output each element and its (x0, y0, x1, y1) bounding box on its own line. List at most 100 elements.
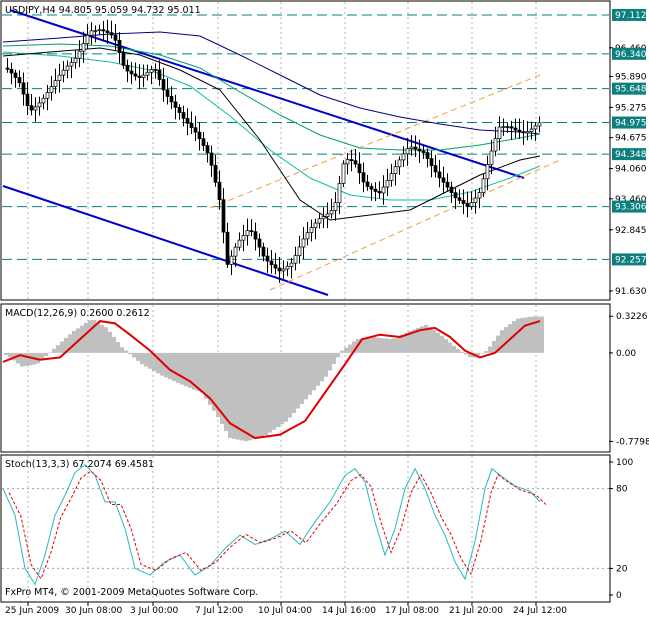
candle-body (449, 186, 454, 193)
candle-body (65, 65, 70, 71)
level-tag-box (612, 200, 646, 213)
macd-histogram-bar (312, 352, 316, 391)
stoch-main-line (2, 463, 541, 586)
candle-body (133, 73, 138, 77)
macd-histogram-bar (180, 352, 184, 385)
macd-histogram-bar (116, 342, 120, 353)
macd-histogram-bar (24, 352, 28, 366)
grid-lines (27, 2, 537, 601)
macd-histogram-bar (324, 352, 328, 377)
macd-histogram-bar (200, 352, 204, 393)
candle-body (285, 265, 290, 270)
macd-histogram-bar (500, 330, 504, 353)
macd-histogram-bar (528, 316, 532, 353)
candle-body (305, 232, 310, 240)
macd-histogram-bar (456, 349, 460, 353)
macd-histogram-bar (484, 351, 488, 353)
time-label: 17 Jul 08:00 (385, 606, 439, 616)
main-price-panel[interactable] (0, 0, 611, 301)
candle-body (201, 138, 206, 146)
price-label: 95.275 (615, 103, 647, 113)
channel-line-lower (269, 159, 561, 291)
candle-body (281, 268, 286, 272)
macd-histogram-bar (416, 327, 420, 353)
stochastic-axis: 100 80 20 0 (609, 458, 633, 601)
macd-histogram-bar (136, 352, 140, 361)
macd-histogram-bar (432, 329, 436, 353)
macd-histogram-bar (80, 325, 84, 353)
candle-body (521, 131, 526, 134)
candle-body (257, 238, 262, 248)
candle-body (369, 186, 374, 190)
macd-histogram-bar (288, 352, 292, 418)
macd-histogram-bar (496, 335, 500, 353)
candle-body (41, 97, 46, 104)
candle-body (465, 203, 470, 207)
horizontal-levels[interactable] (2, 14, 609, 260)
candle-body (181, 112, 186, 119)
candle-body (117, 39, 122, 54)
candle-body (309, 227, 314, 234)
stoch-axis-label: 0 (616, 591, 622, 601)
candle-body (453, 192, 458, 199)
macd-histogram-bar (140, 352, 144, 365)
candle-body (425, 152, 430, 159)
moving-average-line (2, 47, 541, 221)
candle-body (441, 177, 446, 183)
macd-histogram-bar (276, 352, 280, 428)
level-tag-label: 96.340 (615, 50, 647, 60)
candle-body (17, 77, 22, 84)
level-tag-box (612, 116, 646, 129)
macd-histogram-bar (448, 342, 452, 353)
macd-histogram-bar (380, 338, 384, 353)
macd-histogram-bar (256, 352, 260, 438)
candle-body (157, 69, 162, 80)
macd-histogram-bar (96, 322, 100, 353)
level-tag-label: 94.975 (615, 119, 647, 129)
candle-body (457, 197, 462, 201)
candle-body (329, 210, 334, 215)
macd-histogram-bar (420, 326, 424, 353)
macd-histogram-bar (4, 352, 8, 356)
candle-body (381, 186, 386, 194)
candle-body (37, 102, 42, 108)
price-label: 91.630 (615, 287, 647, 297)
candle-body (461, 200, 466, 204)
candle-body (301, 238, 306, 248)
macd-histogram-bar (348, 344, 352, 353)
macd-histogram-bar (36, 352, 40, 364)
macd-histogram-bar (320, 352, 324, 382)
candle-body (397, 159, 402, 168)
stochastic-panel[interactable] (0, 454, 611, 603)
macd-histogram-bar (400, 334, 404, 353)
candle-body (153, 69, 158, 71)
level-tag-label: 95.648 (615, 85, 647, 95)
macd-histogram-bar (360, 338, 364, 353)
candle-body (473, 197, 478, 203)
candle-body (53, 80, 58, 87)
macd-histogram-bar (536, 316, 540, 353)
candle-body (141, 74, 146, 78)
candle-body (113, 34, 118, 41)
level-tag-label: 92.257 (615, 255, 647, 265)
candle-body (197, 131, 202, 140)
candle-body (361, 172, 366, 183)
candle-body (129, 70, 134, 75)
macd-histogram-bar (204, 352, 208, 399)
candle-body (145, 71, 150, 76)
macd-histogram-bar (28, 352, 32, 366)
macd-label: MACD(12,26,9) 0.2600 0.2612 (5, 308, 150, 319)
candle-body (9, 68, 14, 74)
candle-body (321, 216, 326, 220)
candle-body (525, 131, 530, 134)
macd-histogram-bar (84, 322, 88, 353)
macd-histogram-bar (292, 352, 296, 414)
macd-histogram-bar (408, 331, 412, 353)
macd-histogram-bar (100, 324, 104, 353)
macd-histogram-bar (492, 341, 496, 353)
macd-histogram-bar (68, 334, 72, 353)
macd-series (2, 316, 544, 442)
macd-histogram-bar (176, 352, 180, 383)
macd-histogram-bar (460, 351, 464, 353)
macd-axis-label: 0.3226 (616, 312, 648, 322)
